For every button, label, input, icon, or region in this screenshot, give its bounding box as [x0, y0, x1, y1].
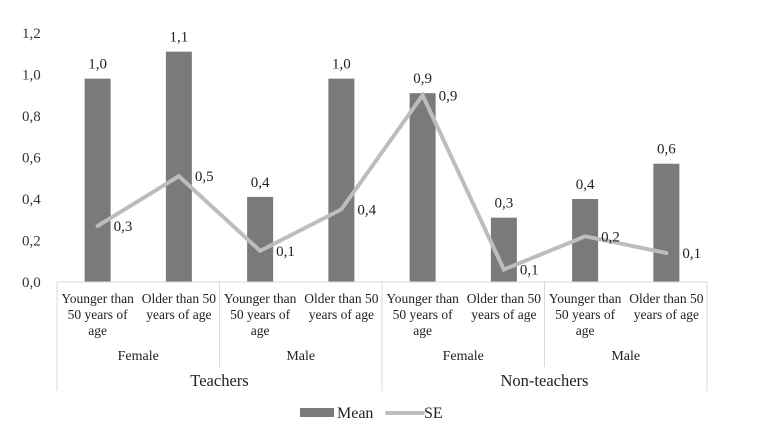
category-label: age: [413, 323, 432, 338]
category-label: 50 years of: [555, 307, 615, 322]
y-tick-label: 0,0: [22, 275, 41, 291]
category-label: Younger than: [61, 291, 134, 306]
gender-group-label: Female: [443, 349, 484, 364]
mean-bar: [84, 78, 111, 283]
category-label: age: [88, 323, 107, 338]
category-label: Younger than: [549, 291, 622, 306]
mean-data-labels: 1,0 1,1 0,4 1,0 0,9 0,3 0,4 0,6: [88, 30, 676, 212]
legend-mean-label: Mean: [337, 405, 373, 422]
category-label: years of age: [634, 307, 699, 322]
category-label: Younger than: [386, 291, 459, 306]
mean-bar: [165, 51, 192, 282]
category-label: years of age: [309, 307, 374, 322]
mean-bar: [328, 78, 355, 283]
category-label: Younger than: [224, 291, 297, 306]
mean-bar: [653, 163, 680, 282]
category-label: Older than 50: [629, 291, 703, 306]
category-label: 50 years of: [393, 307, 453, 322]
mean-bar: [247, 196, 274, 282]
legend-se-label: SE: [424, 405, 443, 422]
se-data-label: 0,4: [357, 202, 376, 218]
category-label: 50 years of: [68, 307, 128, 322]
se-data-label: 0,1: [520, 263, 539, 279]
category-label: age: [576, 323, 595, 338]
se-data-label: 0,5: [195, 169, 214, 185]
mean-bars: [84, 51, 680, 283]
occupation-group-label: Teachers: [190, 371, 248, 390]
y-tick-label: 0,6: [22, 151, 41, 167]
mean-data-label: 1,0: [332, 57, 351, 73]
se-line: [95, 91, 669, 273]
se-data-label: 0,2: [601, 229, 620, 245]
mean-data-label: 0,4: [251, 175, 270, 191]
se-data-label: 0,1: [682, 246, 701, 262]
y-tick-label: 1,0: [22, 68, 41, 84]
category-label: Older than 50: [304, 291, 378, 306]
occupation-group-label: Non-teachers: [501, 371, 589, 390]
mean-data-label: 0,3: [495, 196, 514, 212]
legend-mean-swatch: [300, 408, 334, 417]
category-label: age: [251, 323, 270, 338]
y-tick-label: 0,8: [22, 109, 41, 125]
y-axis-ticks: 0,0 0,2 0,4 0,6 0,8 1,0 1,2: [22, 26, 41, 291]
gender-group-label: Female: [118, 349, 159, 364]
gender-group-label: Male: [286, 349, 315, 364]
mean-data-label: 1,1: [170, 30, 189, 46]
y-tick-label: 1,2: [22, 26, 41, 42]
mean-data-label: 0,6: [657, 142, 676, 158]
mean-data-label: 1,0: [88, 57, 107, 73]
y-tick-label: 0,2: [22, 234, 41, 250]
mean-bar: [409, 93, 436, 282]
se-data-label: 0,3: [114, 219, 133, 235]
y-tick-label: 0,4: [22, 192, 41, 208]
se-data-labels: 0,3 0,5 0,1 0,4 0,9 0,1 0,2 0,1: [114, 88, 702, 278]
category-label: Older than 50: [142, 291, 216, 306]
category-label: years of age: [471, 307, 536, 322]
se-line-path: [95, 91, 669, 273]
category-label: years of age: [146, 307, 211, 322]
se-data-label: 0,9: [439, 88, 458, 104]
gender-group-label: Male: [611, 349, 640, 364]
category-label: 50 years of: [230, 307, 290, 322]
legend: Mean SE: [300, 405, 443, 422]
category-label: Older than 50: [467, 291, 541, 306]
se-data-label: 0,1: [276, 244, 295, 260]
mean-data-label: 0,9: [413, 71, 432, 87]
mean-data-label: 0,4: [576, 177, 595, 193]
